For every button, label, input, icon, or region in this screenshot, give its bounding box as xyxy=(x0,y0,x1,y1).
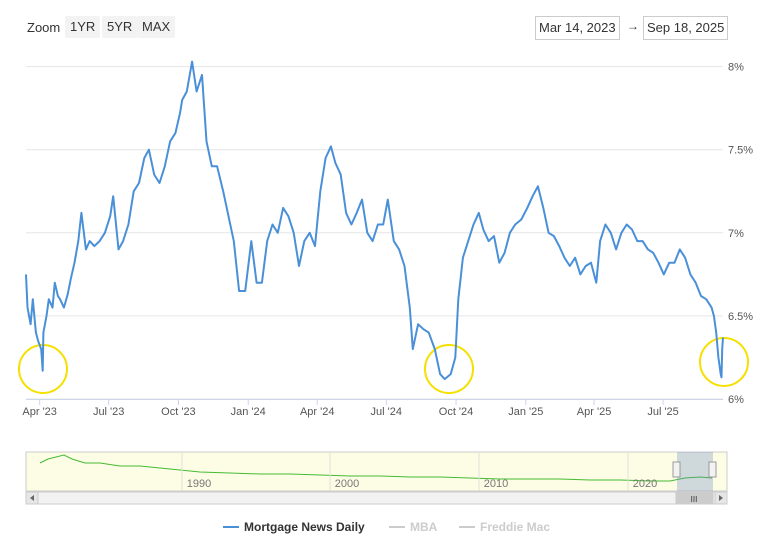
legend-swatch-freddie-mac xyxy=(459,525,475,528)
x-tick-label: Jul '25 xyxy=(647,406,678,418)
x-tick-label: Jul '24 xyxy=(371,406,402,418)
y-tick-label: 7.5% xyxy=(728,145,753,157)
navigator[interactable]: 1990 2000 2010 2020 III xyxy=(25,451,728,505)
x-tick-label: Oct '24 xyxy=(439,406,474,418)
date-to-input[interactable]: Sep 18, 2025 xyxy=(643,16,729,40)
navigator-tick-label: 1990 xyxy=(187,478,211,490)
x-tick-label: Jan '25 xyxy=(508,406,543,418)
scrollbar-track[interactable] xyxy=(25,491,728,505)
zoom-label: Zoom xyxy=(27,20,61,35)
legend-item-mba[interactable]: MBA xyxy=(389,520,437,534)
legend-swatch-mba xyxy=(389,525,405,528)
zoom-1yr-button[interactable]: 1YR xyxy=(65,16,101,38)
y-tick-label: 8% xyxy=(728,62,744,74)
y-tick-label: 6.5% xyxy=(728,311,753,323)
zoom-5yr-button[interactable]: 5YR xyxy=(102,16,138,38)
x-tick-label: Apr '24 xyxy=(300,406,335,418)
highlight-layer xyxy=(18,337,749,394)
legend-item-freddie-mac[interactable]: Freddie Mac xyxy=(459,520,550,534)
series-layer xyxy=(25,60,724,381)
navigator-selected-range xyxy=(677,452,713,491)
navigator-tick-label: 2000 xyxy=(335,478,359,490)
navigator-handle[interactable] xyxy=(672,461,681,478)
arrow-right-icon xyxy=(719,495,723,501)
y-tick-label: 7% xyxy=(728,228,744,240)
navigator-background xyxy=(25,451,728,492)
x-tick-label: Jan '24 xyxy=(231,406,266,418)
y-axis-labels: 6% 6.5% 7% 7.5% 8% xyxy=(728,62,753,406)
date-range-arrow: → xyxy=(627,19,639,33)
x-tick-label: Apr '23 xyxy=(22,406,57,418)
date-from-input[interactable]: Mar 14, 2023 xyxy=(535,16,620,40)
navigator-series-line xyxy=(39,454,713,482)
legend-label: Freddie Mac xyxy=(480,520,551,534)
navigator-tick-label: 2010 xyxy=(484,478,508,490)
x-tick-label: Jul '23 xyxy=(93,406,124,418)
legend-label: MBA xyxy=(410,520,438,534)
x-tick-label: Apr '25 xyxy=(577,406,612,418)
zoom-max-button[interactable]: MAX xyxy=(137,16,176,38)
highlight-circle xyxy=(424,344,474,394)
navigator-handle[interactable] xyxy=(708,461,717,478)
navigator-tick-label: 2020 xyxy=(633,478,657,490)
arrow-left-icon xyxy=(30,495,34,501)
legend-label: Mortgage News Daily xyxy=(244,520,365,534)
legend-swatch-mortgage-news-daily xyxy=(223,525,239,528)
scrollbar-grip-icon: III xyxy=(691,495,698,504)
toolbar: Zoom 1YR 5YR MAX Mar 14, 2023 → Sep 18, … xyxy=(0,0,765,50)
scrollbar-thumb[interactable] xyxy=(675,491,714,505)
y-tick-label: 6% xyxy=(728,394,744,406)
legend: Mortgage News Daily MBA Freddie Mac xyxy=(0,516,765,540)
x-axis: Apr '23 Jul '23 Oct '23 Jan '24 Apr '24 Jul '… xyxy=(22,399,723,418)
x-tick-label: Oct '23 xyxy=(161,406,196,418)
series-line-mortgage-news-daily xyxy=(25,60,724,381)
legend-item-mortgage-news-daily[interactable]: Mortgage News Daily xyxy=(223,520,365,534)
highlight-circle xyxy=(699,337,749,387)
